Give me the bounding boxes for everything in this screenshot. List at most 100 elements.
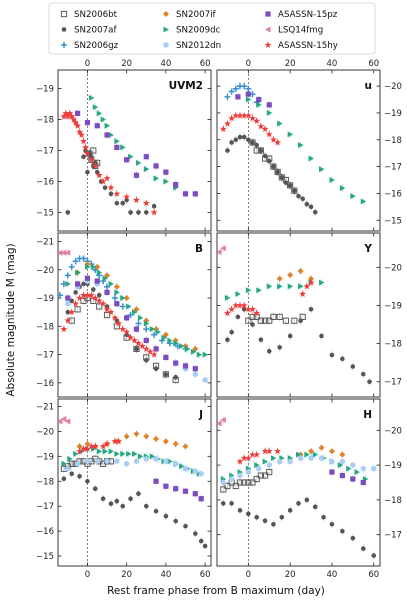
legend-item-asassn-15hy: ASASSN-15hy bbox=[264, 41, 338, 51]
data-point-lsq14fmg bbox=[60, 415, 67, 422]
data-point-sn2006bt bbox=[113, 323, 120, 330]
data-point-asassn-15hy bbox=[107, 184, 115, 191]
data-point-asassn-15hy bbox=[274, 138, 282, 146]
data-point-sn2007af bbox=[300, 196, 305, 202]
data-point-sn2007af bbox=[120, 503, 126, 509]
data-point-lsq14fmg bbox=[217, 249, 222, 256]
data-point-sn2009dc bbox=[266, 283, 273, 290]
data-point-sn2006bt bbox=[291, 187, 298, 194]
data-point-asassn-15pz bbox=[192, 491, 198, 497]
x-axis-label: Rest frame phase from B maximum (day) bbox=[107, 585, 325, 597]
data-point-sn2009dc bbox=[360, 198, 367, 205]
data-point-sn2009dc bbox=[153, 175, 160, 182]
data-point-asassn-15hy bbox=[265, 130, 273, 138]
data-point-asassn-15hy bbox=[224, 309, 231, 317]
data-point-sn2012dn bbox=[84, 458, 91, 465]
data-point-sn2006bt bbox=[220, 486, 227, 493]
data-point-sn2009dc bbox=[132, 450, 138, 457]
data-point-asassn-15pz bbox=[94, 278, 100, 284]
series-asassn-15hy bbox=[60, 291, 158, 359]
data-point-lsq14fmg bbox=[58, 418, 63, 425]
data-point-sn2007if bbox=[182, 443, 189, 450]
data-point-sn2007af bbox=[279, 175, 285, 180]
y-tick-label: −18 bbox=[36, 477, 54, 487]
data-point-asassn-15pz bbox=[266, 102, 272, 108]
data-point-asassn-15hy bbox=[253, 309, 261, 317]
data-point-sn2007af bbox=[69, 298, 75, 304]
data-point-sn2009dc bbox=[73, 450, 79, 457]
data-point-sn2007af bbox=[151, 203, 157, 209]
data-point-sn2012dn bbox=[202, 377, 208, 384]
legend-item-sn2007af: SN2007af bbox=[61, 26, 117, 36]
data-point-asassn-15hy bbox=[99, 442, 107, 450]
data-point-sn2012dn bbox=[277, 458, 283, 465]
data-point-sn2007if bbox=[123, 433, 130, 440]
y-tick-label: −15 bbox=[36, 208, 54, 218]
data-point-sn2009dc bbox=[90, 263, 97, 270]
data-point-sn2012dn bbox=[65, 465, 71, 472]
data-point-sn2009dc bbox=[298, 142, 304, 149]
data-point-sn2009dc bbox=[179, 343, 185, 350]
data-point-sn2012dn bbox=[350, 462, 356, 469]
panel-uvm2: 0 20 40 60 −19 −18 −17 −16 −15 UVM2 bbox=[36, 59, 212, 232]
data-point-sn2012dn bbox=[308, 455, 314, 462]
data-point-asassn-15pz bbox=[133, 172, 140, 178]
data-point-sn2007af bbox=[81, 154, 86, 159]
data-point-sn2007af bbox=[108, 501, 114, 506]
data-point-sn2007af bbox=[102, 185, 108, 190]
panel-frame bbox=[216, 232, 381, 398]
data-point-sn2009dc bbox=[350, 193, 356, 200]
data-point-asassn-15hy bbox=[74, 122, 82, 129]
data-point-sn2012dn bbox=[229, 476, 235, 483]
y-tick-label: −19 bbox=[384, 461, 402, 471]
data-point-asassn-15hy bbox=[76, 447, 83, 455]
data-point-asassn-15pz bbox=[339, 472, 345, 479]
y-tick-label: −17 bbox=[384, 531, 402, 541]
x-tick-label-top: 0 bbox=[246, 59, 251, 69]
data-point-sn2007af bbox=[143, 357, 149, 363]
data-point-sn2007af bbox=[312, 504, 318, 510]
data-point-sn2012dn bbox=[198, 470, 204, 477]
legend-marker-sn2007if bbox=[163, 11, 169, 17]
data-point-asassn-15hy bbox=[91, 442, 99, 450]
data-point-asassn-15hy bbox=[119, 325, 127, 333]
data-point-asassn-15hy bbox=[70, 115, 78, 123]
data-point-sn2009dc bbox=[163, 178, 169, 185]
data-point-asassn-15hy bbox=[80, 291, 87, 299]
data-point-sn2007af bbox=[321, 514, 326, 520]
data-point-sn2007if bbox=[162, 438, 169, 445]
data-point-sn2007af bbox=[128, 210, 133, 215]
data-point-sn2007af bbox=[371, 553, 377, 558]
y-tick-label: −21 bbox=[36, 237, 54, 247]
data-point-asassn-15hy bbox=[232, 301, 240, 309]
data-point-asassn-15hy bbox=[84, 445, 91, 452]
data-point-asassn-15hy bbox=[111, 437, 119, 445]
series-asassn-15pz bbox=[329, 468, 366, 487]
data-point-sn2007af bbox=[61, 476, 67, 482]
data-point-sn2006gz bbox=[111, 295, 118, 302]
data-point-sn2007af bbox=[163, 372, 169, 377]
data-point-asassn-15hy bbox=[80, 137, 87, 145]
data-point-sn2007if bbox=[133, 430, 140, 437]
data-point-sn2007af bbox=[350, 364, 356, 369]
data-point-asassn-15hy bbox=[249, 451, 256, 458]
data-point-sn2007if bbox=[287, 271, 294, 278]
y-tick-label: −17 bbox=[36, 147, 54, 157]
data-point-sn2007af bbox=[298, 318, 303, 324]
data-point-asassn-15hy bbox=[138, 342, 146, 350]
data-point-sn2007af bbox=[85, 478, 90, 484]
data-point-sn2007af bbox=[246, 137, 251, 143]
panel-data bbox=[219, 82, 367, 217]
data-point-asassn-15hy bbox=[123, 328, 131, 335]
data-point-sn2006gz bbox=[224, 93, 231, 100]
x-tick-label-bottom: 60 bbox=[200, 570, 211, 580]
data-point-asassn-15pz bbox=[163, 354, 169, 361]
data-point-sn2009dc bbox=[88, 94, 95, 101]
panel-data bbox=[60, 93, 198, 217]
data-point-asassn-15hy bbox=[303, 282, 311, 290]
data-point-sn2009dc bbox=[149, 453, 156, 460]
data-point-sn2009dc bbox=[114, 289, 120, 296]
data-point-sn2009dc bbox=[318, 166, 325, 173]
data-point-sn2009dc bbox=[287, 283, 294, 290]
data-point-sn2012dn bbox=[297, 455, 304, 462]
